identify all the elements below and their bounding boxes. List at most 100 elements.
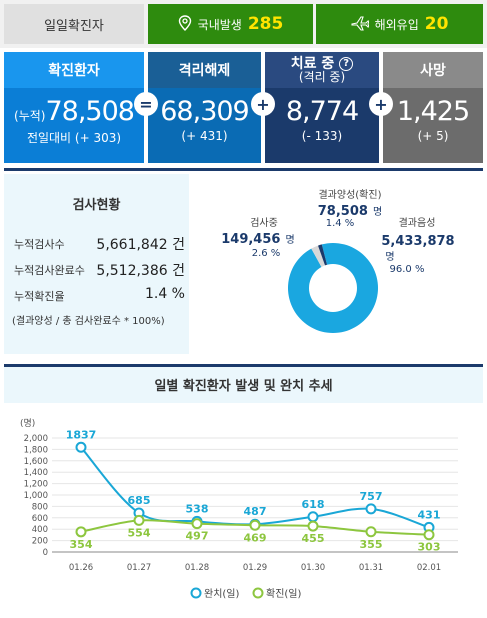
data-label: 618 <box>302 498 325 511</box>
legend-label[interactable]: 확진(일) <box>266 588 302 600</box>
y-tick-label: 1,600 <box>24 457 48 467</box>
donut-testing-figure: 149,456 명 <box>208 228 308 247</box>
help-icon[interactable]: ? <box>339 56 354 71</box>
treating-title-block: 치료 중 ? (격리 중) <box>265 52 379 88</box>
data-point[interactable] <box>75 526 87 538</box>
data-point[interactable] <box>307 511 319 523</box>
data-label: 757 <box>360 490 383 503</box>
y-tick-label: 1,800 <box>24 445 48 455</box>
plus-operator-2: + <box>369 92 393 116</box>
treating-value: 8,774 <box>285 96 359 127</box>
y-tick-label: 0 <box>43 548 48 558</box>
confirmed-value: 78,508 <box>45 96 134 127</box>
test-row-label: 누적검사완료수 <box>14 264 85 277</box>
data-label: 554 <box>128 526 151 539</box>
donut-positive-label: 결과양성(확진) <box>318 190 382 201</box>
test-row-value: 5,512,386 건 <box>96 263 185 279</box>
y-tick-label: 600 <box>32 514 48 524</box>
test-rate-note: (결과양성 / 총 검사완료수 * 100%) <box>12 316 165 327</box>
released-value: 68,309 <box>160 96 249 127</box>
donut-positive-value: 78,508 <box>317 204 368 219</box>
equals-operator: = <box>134 92 158 116</box>
data-label: 469 <box>244 531 267 544</box>
donut-testing-value: 149,456 <box>221 232 281 247</box>
x-tick-label: 01.29 <box>243 563 267 573</box>
chart-title-bar <box>4 367 483 403</box>
overseas-value: 20 <box>424 14 449 34</box>
confirmed-title: 확진환자 <box>4 52 144 88</box>
data-point[interactable] <box>365 526 377 538</box>
data-point[interactable] <box>307 520 319 532</box>
data-point[interactable] <box>75 441 87 453</box>
donut-testing-pct: 2.6 % <box>251 248 281 259</box>
x-tick-label: 01.30 <box>301 563 325 573</box>
data-label: 497 <box>186 530 209 543</box>
location-pin-icon <box>178 14 192 34</box>
confirmed-change: 전일대비 (+ 303) <box>26 131 122 145</box>
airplane-icon <box>351 15 370 34</box>
data-label: 455 <box>302 532 325 545</box>
data-point[interactable] <box>423 529 435 541</box>
treating-subtitle: (격리 중) <box>298 69 346 84</box>
overseas-label: 해외유입 <box>374 17 419 32</box>
donut-negative-value: 5,433,878 <box>381 234 455 249</box>
x-tick-label: 01.27 <box>127 563 151 573</box>
test-status-panel <box>4 174 189 354</box>
y-tick-label: 1,200 <box>24 480 48 490</box>
deaths-title: 사망 <box>383 52 483 88</box>
legend-label[interactable]: 완치(일) <box>204 588 240 600</box>
domestic-panel: 국내발생 285 <box>148 4 313 44</box>
donut-negative-pct: 96.0 % <box>389 264 425 275</box>
chart-title: 일별 확진환자 발생 및 완치 추세 <box>154 379 333 394</box>
test-row-value: 1.4 % <box>144 286 185 302</box>
data-point[interactable] <box>191 518 203 530</box>
x-tick-label: 01.31 <box>359 563 383 573</box>
x-tick-label: 01.28 <box>185 563 209 573</box>
donut-negative-label: 결과음성 <box>398 218 436 229</box>
data-label: 685 <box>128 494 151 507</box>
y-tick-label: 800 <box>32 502 48 512</box>
data-label: 431 <box>418 508 441 521</box>
confirmed-value-line: (누적)78,508 <box>4 96 144 127</box>
data-label: 303 <box>418 541 441 554</box>
x-tick-label: 01.26 <box>69 563 93 573</box>
section-divider <box>4 168 483 171</box>
donut-negative-value-line: 5,433,878 <box>368 230 468 249</box>
donut-positive-pct: 1.4 % <box>325 218 355 229</box>
chart-divider <box>4 364 483 367</box>
treating-box: 치료 중 ? (격리 중) 8,774 (- 133) <box>265 52 379 163</box>
data-point[interactable] <box>133 514 145 526</box>
data-label: 1837 <box>66 428 97 441</box>
released-change: (+ 431) <box>181 129 228 143</box>
y-tick-label: 2,000 <box>24 434 48 444</box>
released-title: 격리해제 <box>148 52 261 88</box>
domestic-label: 국내발생 <box>197 17 242 32</box>
donut-testing-label: 검사중 <box>250 218 278 229</box>
y-tick-label: 200 <box>32 537 48 547</box>
donut-positive-figure: 78,508 명 <box>300 200 400 219</box>
donut-positive-unit: 명 <box>373 207 383 218</box>
deaths-box: 사망 1,425 (+ 5) <box>383 52 483 163</box>
data-point[interactable] <box>249 519 261 531</box>
data-label: 487 <box>244 505 267 518</box>
treating-title: 치료 중 <box>290 55 335 72</box>
data-label: 538 <box>186 502 209 515</box>
legend-marker[interactable] <box>190 587 202 599</box>
deaths-change: (+ 5) <box>417 129 449 143</box>
y-axis-unit: (명) <box>20 418 35 429</box>
y-tick-label: 1,400 <box>24 468 48 478</box>
treating-change: (- 133) <box>301 129 343 143</box>
data-point[interactable] <box>365 503 377 515</box>
daily-confirmed-label: 일일확진자 <box>4 4 144 44</box>
y-tick-label: 1,000 <box>24 491 48 501</box>
deaths-value: 1,425 <box>396 96 470 127</box>
test-donut-chart <box>288 243 378 333</box>
test-status-title: 검사현황 <box>72 198 121 213</box>
plus-operator-1: + <box>251 92 275 116</box>
x-tick-label: 02.01 <box>417 563 441 573</box>
data-label: 354 <box>70 538 93 551</box>
data-label: 355 <box>360 538 383 551</box>
released-box: 격리해제 68,309 (+ 431) <box>148 52 261 163</box>
legend-marker[interactable] <box>252 587 264 599</box>
test-row-value: 5,661,842 건 <box>96 237 185 253</box>
